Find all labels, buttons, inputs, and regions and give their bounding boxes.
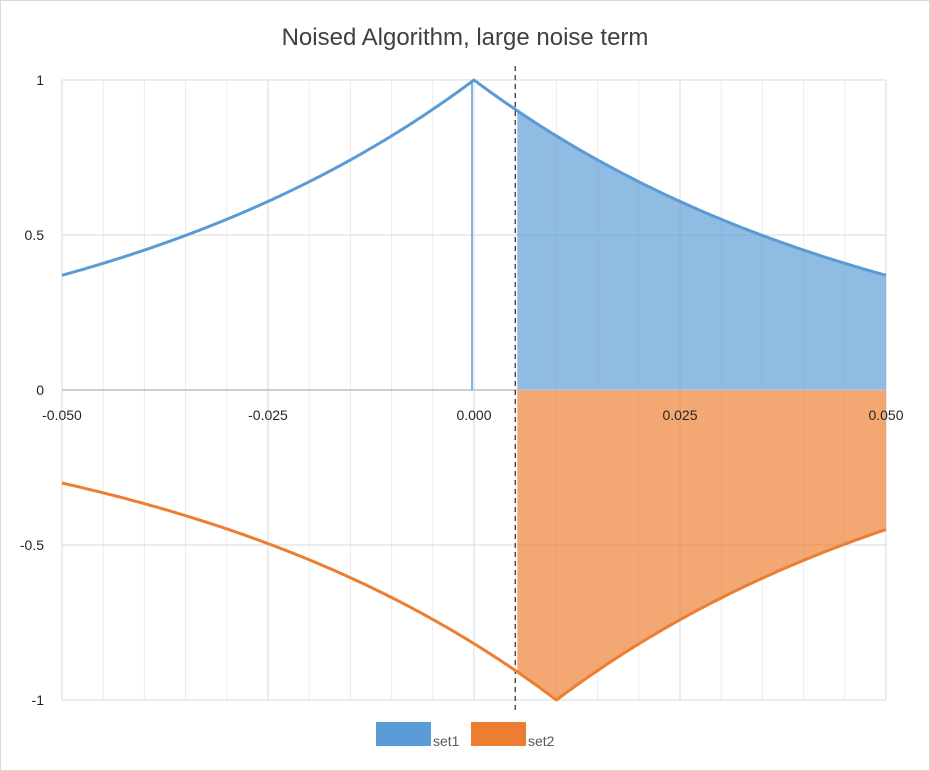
y-tick-label: 1 — [36, 72, 44, 88]
set1-line — [61, 78, 887, 277]
y-tick-label: 0.5 — [25, 227, 45, 243]
set2-shaded-area — [517, 390, 886, 700]
y-tick-label: -1 — [32, 692, 45, 708]
chart-title: Noised Algorithm, large noise term — [282, 24, 649, 51]
fill-layer — [517, 110, 886, 700]
x-tick-label: -0.025 — [248, 407, 288, 423]
series-layer — [61, 78, 887, 702]
x-tick-label: -0.050 — [42, 407, 82, 423]
axis-layer — [62, 66, 886, 713]
set2-line — [61, 481, 887, 702]
set2-legend-label: set2 — [528, 733, 555, 749]
legend: set1 set2 — [376, 722, 555, 749]
set2-legend-swatch — [471, 722, 526, 746]
tick-layer: -0.050 -0.025 0.000 0.025 0.050 -1 -0.5 0 0.5 1 — [20, 72, 904, 708]
set1-legend-label: set1 — [433, 733, 460, 749]
y-tick-label: 0 — [36, 382, 44, 398]
set1-legend-swatch — [376, 722, 431, 746]
x-tick-label: 0.050 — [868, 407, 903, 423]
x-tick-label: 0.000 — [456, 407, 491, 423]
y-tick-label: -0.5 — [20, 537, 44, 553]
set1-shaded-area — [517, 110, 886, 390]
x-tick-label: 0.025 — [662, 407, 697, 423]
